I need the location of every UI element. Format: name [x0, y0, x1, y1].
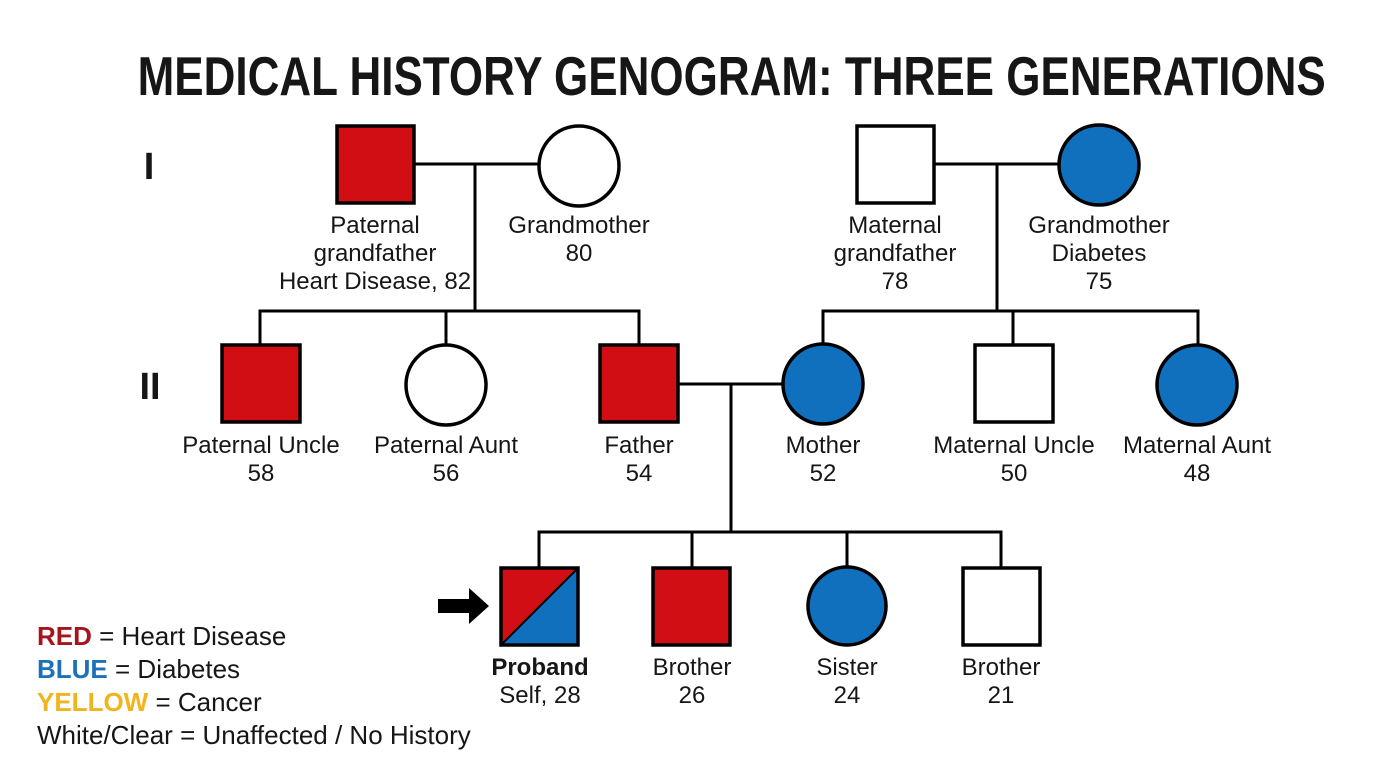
paternal-grandmother-node	[537, 124, 621, 208]
proband-label: Proband Self, 28	[491, 654, 589, 709]
legend-cancer-item: YELLOW = Cancer	[37, 686, 471, 719]
sister-node	[806, 565, 888, 647]
generation-label-1: I	[143, 146, 155, 188]
legend-yellow-key: YELLOW	[37, 687, 149, 717]
legend-blue-desc: = Diabetes	[115, 654, 241, 684]
paternal-aunt-label: Paternal Aunt 56	[373, 432, 519, 487]
legend-diabetes-item: BLUE = Diabetes	[37, 653, 471, 686]
paternal-grandfather-node	[335, 124, 416, 205]
father-label: Father 54	[604, 432, 674, 487]
brother-26-label: Brother 26	[652, 654, 732, 709]
brother-21-label: Brother 21	[961, 654, 1041, 709]
brother-26-node	[651, 566, 732, 647]
maternal-aunt-label: Maternal Aunt 48	[1122, 432, 1272, 487]
legend-heart-disease-item: RED = Heart Disease	[37, 620, 471, 653]
mother-label: Mother 52	[785, 432, 861, 487]
page-title: MEDICAL HISTORY GENOGRAM: THREE GENERATI…	[137, 45, 1326, 107]
maternal-grandfather-label: Maternal grandfather 78	[833, 212, 957, 295]
maternal-grandmother-label: Grandmother Diabetes 75	[1028, 212, 1170, 295]
legend-unaffected-item: White/Clear = Unaffected / No History	[37, 719, 471, 752]
paternal-uncle-label: Paternal Uncle 58	[182, 432, 340, 487]
paternal-grandmother-label: Grandmother 80	[508, 212, 650, 267]
paternal-uncle-node	[220, 343, 302, 424]
sister-label: Sister 24	[816, 654, 878, 709]
maternal-aunt-node	[1155, 343, 1239, 427]
legend-yellow-desc: = Cancer	[155, 687, 262, 717]
proband-arrow-icon	[438, 588, 489, 624]
legend: RED = Heart Disease BLUE = Diabetes YELL…	[37, 620, 471, 752]
legend-blue-key: BLUE	[37, 654, 108, 684]
legend-white-key: White/Clear	[37, 720, 173, 750]
paternal-aunt-node	[404, 343, 488, 427]
mother-node	[781, 342, 865, 426]
maternal-uncle-label: Maternal Uncle 50	[933, 432, 1095, 487]
legend-red-key: RED	[37, 621, 92, 651]
maternal-uncle-node	[973, 343, 1055, 424]
maternal-grandfather-node	[855, 124, 936, 205]
proband-node	[499, 566, 580, 647]
brother-21-node	[961, 566, 1042, 647]
maternal-grandmother-node	[1057, 123, 1141, 207]
father-node	[598, 343, 680, 424]
person-shapes	[220, 123, 1239, 647]
proband-diagonal-divider	[500, 567, 579, 646]
generation-label-2: II	[139, 366, 161, 408]
legend-red-desc: = Heart Disease	[99, 621, 287, 651]
connector-lines	[258, 162, 1200, 569]
paternal-grandfather-label: Paternal grandfather Heart Disease, 82	[278, 212, 472, 295]
legend-white-desc: = Unaffected / No History	[180, 720, 471, 750]
proband-outline	[499, 566, 580, 647]
